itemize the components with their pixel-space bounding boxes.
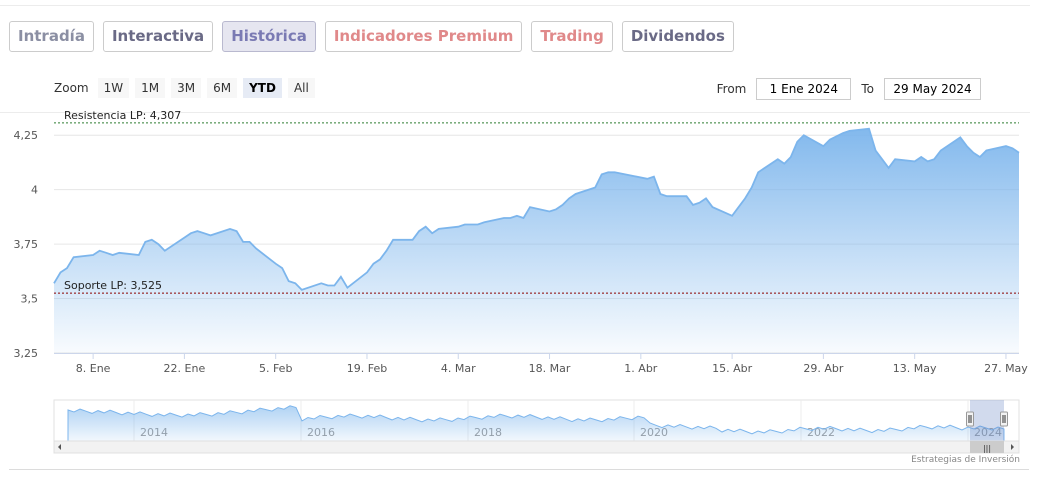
x-tick-label: 19. Feb [347,362,387,375]
scroll-right-icon[interactable] [1011,444,1014,450]
navigator-handle[interactable] [966,411,974,427]
tab-historica[interactable]: Histórica [222,21,316,52]
x-tick-label: 4. Mar [441,362,476,375]
to-label: To [861,82,874,96]
zoom-selector: Zoom 1W 1M 3M 6M YTD All [54,78,321,98]
zoom-1w-button[interactable]: 1W [97,78,130,98]
to-date-input[interactable] [884,78,981,100]
x-tick-label: 29. Abr [803,362,843,375]
view-tabs: Intradía Interactiva Histórica Indicador… [9,21,734,52]
bottom-divider [9,469,1029,470]
scrollbar-track[interactable] [53,440,1020,454]
top-divider [0,5,1030,6]
y-tick-label: 4,25 [14,129,39,142]
scrollbar-grip-icon: ||| [983,444,991,453]
zoom-3m-button[interactable]: 3M [171,78,202,98]
x-tick-label: 13. May [893,362,937,375]
from-label: From [716,82,747,96]
tab-dividendos[interactable]: Dividendos [621,21,734,52]
support-label: Soporte LP: 3,525 [64,279,162,292]
date-range: From To [707,78,981,100]
x-tick-label: 15. Abr [712,362,752,375]
tab-indicadores-premium[interactable]: Indicadores Premium [324,21,523,52]
zoom-ytd-button[interactable]: YTD [243,78,282,98]
x-tick-label: 22. Ene [164,362,206,375]
y-tick-label: 3,25 [14,347,39,360]
navigator-handle[interactable] [1000,411,1008,427]
x-tick-label: 8. Ene [76,362,111,375]
y-tick-label: 4 [31,184,38,197]
tab-interactiva[interactable]: Interactiva [102,21,214,52]
price-area [54,128,1019,353]
x-tick-label: 18. Mar [529,362,571,375]
zoom-1m-button[interactable]: 1M [135,78,166,98]
from-date-input[interactable] [756,78,852,100]
tab-intradia[interactable]: Intradía [9,21,94,52]
tab-trading[interactable]: Trading [531,21,613,52]
resistance-label: Resistencia LP: 4,307 [64,109,181,122]
zoom-6m-button[interactable]: 6M [207,78,238,98]
x-tick-label: 27. May [984,362,1028,375]
chart-credits: Estrategias de Inversión [911,455,1020,465]
zoom-all-button[interactable]: All [287,78,315,98]
zoom-label: Zoom [54,81,89,95]
price-line [53,127,1020,291]
y-tick-label: 3,75 [14,238,39,251]
scrollbar-thumb[interactable] [970,441,1004,453]
navigator-series [67,405,1005,442]
scroll-left-icon[interactable] [58,444,61,450]
y-tick-label: 3,5 [21,293,39,306]
x-tick-label: 1. Abr [624,362,657,375]
navigator-selection [970,400,1004,441]
x-tick-label: 5. Feb [259,362,292,375]
